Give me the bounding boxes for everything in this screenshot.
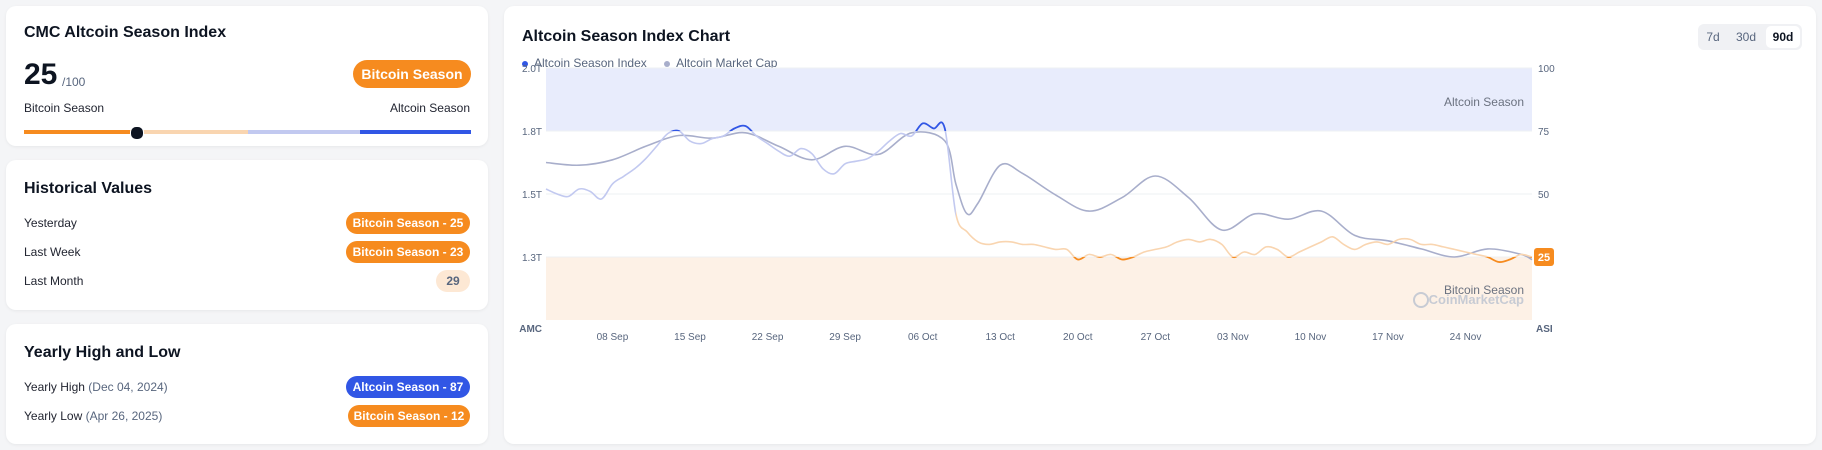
legend-label-index: Altcoin Season Index xyxy=(534,56,647,70)
x-axis-tick-label: 17 Nov xyxy=(1372,332,1404,343)
series-line-altcoin-market-cap xyxy=(545,131,1533,261)
index-card: CMC Altcoin Season Index 25 /100 Bitcoin… xyxy=(6,6,488,146)
x-axis-tick-label: 22 Sep xyxy=(752,332,784,343)
yearly-high-label: Yearly High (Dec 04, 2024) xyxy=(24,380,168,394)
scale-segment-altcoin-light xyxy=(248,130,360,134)
x-axis-tick-label: 15 Sep xyxy=(674,332,706,343)
left-axis-tick-label: 1.5T xyxy=(522,190,542,201)
timeframe-selector: 7d 30d 90d xyxy=(1698,24,1802,50)
right-axis-tick-label: 100 xyxy=(1538,64,1555,75)
x-axis-tick-label: 13 Oct xyxy=(985,332,1015,343)
legend-dot-market-cap xyxy=(664,60,671,67)
left-axis-title: AMC xyxy=(519,324,542,335)
legend: Altcoin Season Index Altcoin Market Cap xyxy=(522,56,777,70)
scale-segment-bitcoin-light xyxy=(136,130,248,134)
watermark-text: CoinMarketCap xyxy=(1429,292,1524,307)
x-axis-tick-label: 24 Nov xyxy=(1450,332,1482,343)
scale-left-label: Bitcoin Season xyxy=(24,101,105,115)
legend-dot-index xyxy=(522,60,528,67)
index-value: 25 xyxy=(24,58,58,91)
historical-value-last-week: Bitcoin Season - 23 xyxy=(346,241,470,263)
timeframe-30d-button[interactable]: 30d xyxy=(1735,30,1757,44)
index-max: /100 xyxy=(62,75,86,89)
left-axis-tick-label: 1.8T xyxy=(522,127,542,138)
right-axis-tick-label: 50 xyxy=(1538,190,1550,201)
historical-label-last-month: Last Month xyxy=(24,274,84,288)
series-line-altcoin-season-index xyxy=(955,209,1533,257)
legend-label-market-cap: Altcoin Market Cap xyxy=(676,56,778,70)
x-axis-tick-label: 08 Sep xyxy=(597,332,629,343)
historical-label-last-week: Last Week xyxy=(24,245,81,259)
x-axis-tick-label: 20 Oct xyxy=(1063,332,1093,343)
historical-value-yesterday: Bitcoin Season - 25 xyxy=(346,212,470,234)
yearly-high-text: Yearly High xyxy=(24,380,85,394)
x-axis-tick-label: 06 Oct xyxy=(908,332,938,343)
altcoin-season-zone-label: Altcoin Season xyxy=(1444,95,1524,109)
scale-segment-altcoin xyxy=(360,130,471,134)
altcoin-season-chart[interactable]: Altcoin Season Bitcoin Season 2.0T 1.8T 1.5… xyxy=(504,6,1816,444)
historical-title: Historical Values xyxy=(24,180,153,197)
scale-segment-bitcoin xyxy=(24,130,136,134)
altcoin-season-zone xyxy=(546,68,1532,131)
scale-indicator xyxy=(129,126,144,140)
historical-card: Historical Values Yesterday Bitcoin Seas… xyxy=(6,160,488,310)
timeframe-90d-button[interactable]: 90d xyxy=(1766,26,1800,48)
yearly-low-date: (Apr 26, 2025) xyxy=(85,409,163,423)
yearly-low-label: Yearly Low (Apr 26, 2025) xyxy=(24,409,162,423)
timeframe-7d-button[interactable]: 7d xyxy=(1706,30,1720,44)
series-line-index-mid xyxy=(545,131,1533,257)
right-axis-title: ASI xyxy=(1536,324,1553,335)
series-line-altcoin-season-index xyxy=(545,131,956,218)
right-axis-tick-label: 75 xyxy=(1538,127,1550,138)
yearly-card: Yearly High and Low Yearly High (Dec 04,… xyxy=(6,324,488,444)
yearly-low-badge: Bitcoin Season - 12 xyxy=(348,405,470,427)
left-axis-tick-label: 1.3T xyxy=(522,253,542,264)
index-status-badge: Bitcoin Season xyxy=(353,60,471,88)
chart-title: Altcoin Season Index Chart xyxy=(522,28,731,45)
current-value-tag xyxy=(1534,248,1554,266)
x-axis-tick-label: 27 Oct xyxy=(1141,332,1171,343)
x-axis-tick-label: 10 Nov xyxy=(1295,332,1327,343)
bitcoin-season-zone-label: Bitcoin Season xyxy=(1444,283,1524,297)
index-card-title: CMC Altcoin Season Index xyxy=(24,24,227,41)
current-value-label: 25 xyxy=(1538,252,1550,264)
historical-label-yesterday: Yesterday xyxy=(24,216,77,230)
bitcoin-season-zone xyxy=(546,257,1532,320)
chart-card: Altcoin Season Index Chart 7d 30d 90d Al… xyxy=(504,6,1816,444)
yearly-high-date: (Dec 04, 2024) xyxy=(88,380,168,394)
left-axis-tick-label: 2.0T xyxy=(522,64,542,75)
coinmarketcap-logo-icon xyxy=(1413,292,1429,308)
yearly-high-badge: Altcoin Season - 87 xyxy=(346,376,470,398)
x-axis-tick-label: 29 Sep xyxy=(829,332,861,343)
yearly-title: Yearly High and Low xyxy=(24,344,181,361)
historical-value-last-month: 29 xyxy=(436,270,470,292)
x-axis-tick-label: 03 Nov xyxy=(1217,332,1249,343)
yearly-low-text: Yearly Low xyxy=(24,409,83,423)
scale-right-label: Altcoin Season xyxy=(389,101,470,115)
